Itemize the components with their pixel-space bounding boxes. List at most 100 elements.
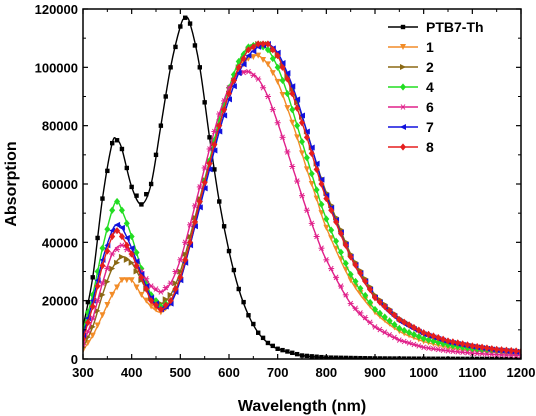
data-point-1 <box>328 235 335 242</box>
data-point-6 <box>425 345 432 351</box>
data-point-6 <box>114 246 121 253</box>
data-point-7 <box>313 160 320 167</box>
data-point-PTB7-Th <box>124 165 129 171</box>
data-point-PTB7-Th <box>343 355 348 359</box>
data-point-6 <box>318 245 325 251</box>
data-point-6 <box>381 329 388 335</box>
data-point-8 <box>294 104 301 112</box>
data-point-6 <box>333 274 340 281</box>
data-point-6 <box>196 184 203 190</box>
data-point-4 <box>133 248 140 257</box>
data-point-4 <box>313 186 320 194</box>
data-point-1 <box>123 277 130 284</box>
data-point-8 <box>226 89 232 98</box>
series-line-4 <box>83 43 521 354</box>
data-point-PTB7-Th <box>173 44 178 50</box>
data-point-4 <box>420 334 427 343</box>
data-point-6 <box>328 265 335 272</box>
data-point-2 <box>133 268 140 275</box>
data-point-6 <box>269 106 276 113</box>
x-tick-label: 1100 <box>458 365 486 380</box>
data-point-4 <box>347 270 354 279</box>
data-point-6 <box>157 289 164 295</box>
data-point-4 <box>289 106 296 114</box>
data-point-6 <box>303 207 310 214</box>
data-point-4 <box>264 46 271 54</box>
data-point-8 <box>235 63 242 71</box>
x-tick-label: 500 <box>169 365 191 380</box>
legend-label: PTB7-Th <box>426 19 484 35</box>
data-point-7 <box>191 223 198 230</box>
data-point-PTB7-Th <box>387 356 392 359</box>
data-point-8 <box>420 329 427 337</box>
data-point-PTB7-Th <box>518 356 521 359</box>
y-tick-label: 20000 <box>42 294 78 309</box>
data-point-8 <box>372 294 378 302</box>
data-point-6 <box>109 251 116 257</box>
data-point-PTB7-Th <box>465 356 470 359</box>
data-point-PTB7-Th <box>426 356 431 359</box>
data-point-8 <box>84 318 91 327</box>
data-point-4 <box>333 237 340 245</box>
data-point-7 <box>133 258 140 265</box>
data-point-6 <box>323 257 330 263</box>
data-point-PTB7-Th <box>319 354 324 359</box>
data-point-2 <box>162 296 169 303</box>
data-point-7 <box>318 176 325 183</box>
data-point-8 <box>469 342 476 350</box>
legend-item-8: 8 <box>388 139 434 155</box>
data-point-PTB7-Th <box>382 356 387 359</box>
data-point-8 <box>118 232 125 241</box>
data-point-PTB7-Th <box>260 335 266 341</box>
data-point-PTB7-Th <box>299 353 305 358</box>
data-point-8 <box>386 307 393 315</box>
data-point-PTB7-Th <box>178 24 183 29</box>
data-point-PTB7-Th <box>265 340 271 346</box>
series-8 <box>83 40 521 356</box>
data-point-8 <box>143 285 150 293</box>
data-point-8 <box>89 302 96 311</box>
data-point-7 <box>240 61 247 68</box>
data-point-8 <box>284 75 291 83</box>
data-point-7 <box>118 224 125 231</box>
data-point-8 <box>498 346 505 354</box>
legend-marker <box>400 83 406 91</box>
x-tick-label: 700 <box>267 365 289 380</box>
data-point-4 <box>449 342 456 350</box>
data-point-8 <box>269 46 276 54</box>
data-point-PTB7-Th <box>105 168 110 174</box>
data-point-8 <box>133 262 140 270</box>
data-point-1 <box>347 277 354 284</box>
data-point-8 <box>191 218 198 226</box>
data-point-1 <box>260 57 267 64</box>
data-point-4 <box>240 50 247 58</box>
data-point-6 <box>294 178 301 184</box>
data-point-8 <box>415 326 422 334</box>
data-point-2 <box>114 259 121 266</box>
data-point-PTB7-Th <box>114 138 120 143</box>
data-point-7 <box>308 144 315 151</box>
legend-marker <box>400 124 406 130</box>
data-point-6 <box>435 346 442 353</box>
data-point-8 <box>230 76 237 85</box>
data-point-PTB7-Th <box>479 356 485 359</box>
data-point-2 <box>172 280 179 287</box>
data-point-6 <box>172 268 179 275</box>
data-point-6 <box>104 265 111 272</box>
data-point-PTB7-Th <box>144 192 149 197</box>
data-point-1 <box>89 332 96 339</box>
data-point-2 <box>177 268 184 275</box>
series-line-PTB7-Th <box>83 16 521 359</box>
data-point-4 <box>410 330 417 339</box>
x-axis-title: Wavelength (nm) <box>238 398 366 415</box>
data-point-8 <box>153 301 159 309</box>
data-point-4 <box>123 219 130 227</box>
legend-label: 7 <box>426 119 434 135</box>
data-point-8 <box>313 165 320 174</box>
data-point-8 <box>157 305 164 314</box>
data-point-2 <box>182 251 189 257</box>
data-point-4 <box>401 326 408 335</box>
x-tick-label: 300 <box>72 365 94 380</box>
data-point-4 <box>357 284 364 293</box>
